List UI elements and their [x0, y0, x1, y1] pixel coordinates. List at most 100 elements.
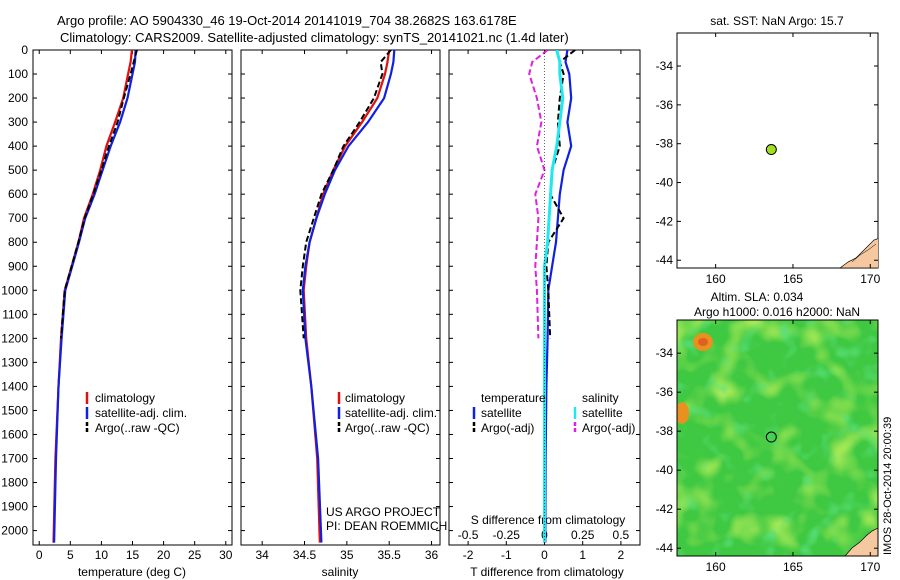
sla-warm-spot-core: [698, 338, 708, 346]
depth-tick-label: 200: [8, 91, 28, 105]
depth-tick-label: 1000: [1, 283, 28, 297]
legend-label-t-argo: Argo(-adj): [481, 421, 534, 435]
s-diff-tick-label: 0.25: [571, 528, 595, 542]
s-diff-tick-label: 0.5: [613, 528, 630, 542]
salinity-x-axis: 34 34.5 35 35.5 36: [255, 50, 439, 562]
map-y-tick-label: -44: [656, 541, 674, 555]
sla-map-points: [765, 431, 777, 443]
s-diff-tick-label: -0.25: [493, 528, 521, 542]
difference-legend-salinity: salinity satellite Argo(-adj): [573, 391, 635, 435]
x-tick-label: 35.5: [378, 548, 402, 562]
x-tick-label: 0: [541, 548, 548, 562]
depth-tick-label: 1500: [1, 403, 28, 417]
sla-warm-edge: [677, 402, 689, 424]
x-tick-label: 25: [188, 548, 202, 562]
map-y-tick-label: -34: [656, 346, 674, 360]
sst-map-points: [765, 144, 777, 156]
x-tick-label: 10: [95, 548, 109, 562]
map-y-tick-label: -36: [656, 98, 674, 112]
sla-map-frame: [676, 319, 879, 557]
depth-tick-label: 900: [8, 259, 28, 273]
map-y-tick-label: -42: [656, 502, 674, 516]
depth-tick-label: 1400: [1, 379, 28, 393]
depth-tick-label: 800: [8, 235, 28, 249]
legend-label-t-satellite: satellite: [481, 406, 522, 420]
x-tick-label: 35: [340, 548, 354, 562]
s-difference-x-label: S difference from climatology: [471, 513, 626, 527]
map-x-tick-label: 170: [860, 560, 880, 574]
sla-heatmap: [677, 320, 878, 556]
x-tick-label: -1: [501, 548, 512, 562]
map-y-tick-label: -40: [656, 463, 674, 477]
map-y-tick-label: -38: [656, 424, 674, 438]
argo-float-marker: [765, 431, 777, 443]
difference-legend-temperature: temperature satellite Argo(-adj): [472, 391, 546, 435]
t-difference-x-label: T difference from climatology: [470, 565, 624, 579]
map-x-tick-label: 160: [706, 560, 726, 574]
temperature-x-axis: 0 5 10 15 20 25 30: [36, 50, 233, 562]
depth-tick-label: 0: [21, 43, 28, 57]
legend-label-argo: Argo(..raw -QC): [345, 421, 430, 435]
map-y-tick-label: -34: [656, 59, 674, 73]
temperature-x-label: temperature (deg C): [78, 565, 186, 579]
legend-label-argo: Argo(..raw -QC): [95, 421, 180, 435]
sst-map-frame: [676, 32, 879, 269]
depth-tick-label: 600: [8, 187, 28, 201]
x-tick-label: 36: [425, 548, 439, 562]
legend-label-s-argo: Argo(-adj): [582, 421, 635, 435]
x-tick-label: 15: [126, 548, 140, 562]
legend-label-satellite: satellite-adj. clim.: [345, 406, 437, 420]
depth-tick-label: 1200: [1, 331, 28, 345]
depth-tick-label: 1600: [1, 427, 28, 441]
x-tick-label: 0: [36, 548, 43, 562]
sla-map-subtitle: Argo h1000: 0.016 h2000: NaN: [694, 305, 860, 319]
plot-title-line2: Climatology: CARS2009. Satellite-adjuste…: [60, 30, 569, 45]
map-y-tick-label: -42: [656, 214, 674, 228]
series-line-argo: [60, 50, 138, 339]
salinity-legend: climatology satellite-adj. clim. Argo(..…: [337, 391, 437, 435]
depth-tick-label: 1900: [1, 500, 28, 514]
s-diff-tick-label: -0.5: [458, 528, 479, 542]
depth-tick-label: 400: [8, 139, 28, 153]
depth-tick-label: 2000: [1, 524, 28, 538]
legend-title-temperature: temperature: [481, 391, 546, 405]
series-line-satellite: [301, 50, 396, 543]
s-difference-x-axis: -0.5 -0.25 0 0.25 0.5: [458, 528, 630, 542]
temperature-series: [52, 50, 138, 543]
sst-map-axes: 160 165 170 -34 -36 -38 -40 -42 -44: [656, 33, 881, 286]
x-tick-label: 30: [219, 548, 233, 562]
salinity-axes-frame: [240, 49, 441, 546]
sla-map-title: Altim. SLA: 0.034: [711, 290, 804, 304]
project-pi: PI: DEAN ROEMMICH: [326, 519, 447, 533]
map-x-tick-label: 165: [783, 272, 803, 286]
legend-label-satellite: satellite-adj. clim.: [95, 406, 187, 420]
legend-title-salinity: salinity: [582, 391, 619, 405]
temperature-legend: climatology satellite-adj. clim. Argo(..…: [85, 391, 187, 435]
series-line-argo: [299, 50, 392, 339]
x-tick-label: 1: [579, 548, 586, 562]
temperature-axes-frame: [32, 49, 233, 546]
x-tick-label: 34: [255, 548, 269, 562]
x-tick-label: 2: [618, 548, 625, 562]
project-name: US ARGO PROJECT: [326, 505, 441, 519]
depth-tick-label: 500: [8, 163, 28, 177]
map-x-tick-label: 160: [706, 272, 726, 286]
x-tick-label: 5: [67, 548, 74, 562]
legend-label-climatology: climatology: [95, 391, 155, 405]
depth-tick-label: 1300: [1, 355, 28, 369]
x-tick-label: 20: [157, 548, 171, 562]
imos-credit: IMOS 28-Oct-2014 20:00:39: [882, 417, 894, 555]
depth-tick-label: 700: [8, 211, 28, 225]
map-y-tick-label: -36: [656, 385, 674, 399]
depth-tick-label: 1100: [2, 307, 28, 321]
series-line-t-satellite: [544, 50, 573, 543]
legend-label-s-satellite: satellite: [582, 406, 623, 420]
map-x-tick-label: 170: [860, 272, 880, 286]
sst-map-title: sat. SST: NaN Argo: 15.7: [710, 14, 844, 28]
legend-label-climatology: climatology: [345, 391, 405, 405]
map-y-tick-label: -44: [656, 253, 674, 267]
salinity-series: [299, 50, 396, 543]
depth-tick-label: 1700: [1, 451, 28, 465]
map-x-tick-label: 165: [783, 560, 803, 574]
